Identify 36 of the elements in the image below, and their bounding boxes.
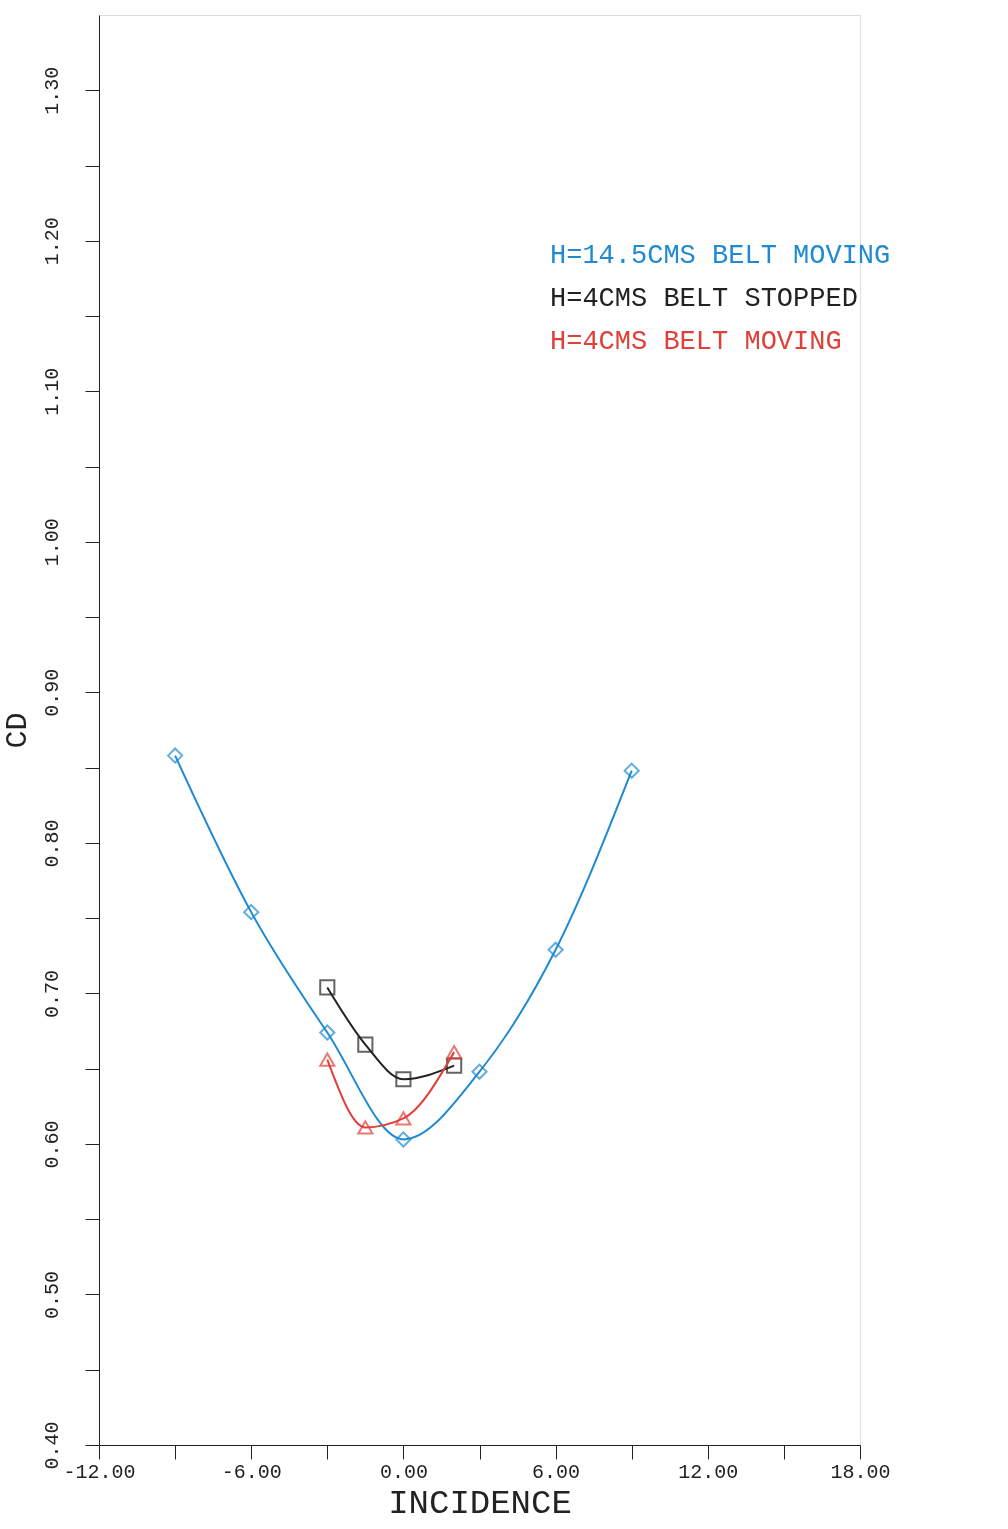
point [395,1131,412,1148]
point [395,1071,412,1088]
x-tick-label: -6.00 [221,1460,282,1484]
text: H=4CMS BELT MOVING [550,327,842,357]
x-tick-label: 0.00 [379,1460,428,1484]
point [357,1036,374,1053]
y-tick-label: 1.10 [40,367,64,416]
y-tick-label: 0.50 [40,1270,64,1319]
x-axis-title: INCIDENCE [388,1484,572,1523]
point [319,1024,336,1041]
text: H=14.5CMS BELT MOVING [550,241,891,271]
point [623,762,640,779]
point [167,747,184,764]
point [319,1052,336,1067]
point [471,1063,488,1080]
y-tick-label: 0.40 [40,1421,64,1470]
point [395,1111,412,1126]
x-tick-label: 18.00 [830,1460,891,1484]
point [243,904,260,921]
y-tick-label: 0.90 [40,668,64,717]
x-tick-label: -12.00 [63,1460,136,1484]
y-tick-label: 1.30 [40,66,64,115]
point [446,1045,463,1060]
y-tick-label: 0.60 [40,1120,64,1169]
point [446,1057,463,1074]
y-axis-title: CD [0,712,35,749]
text: H=4CMS BELT STOPPED [550,284,858,314]
y-tick-label: 0.70 [40,969,64,1018]
point [319,979,336,996]
y-tick-label: 1.20 [40,217,64,266]
point [547,941,564,958]
x-tick-label: 12.00 [678,1460,739,1484]
point [357,1120,374,1135]
x-tick-label: 6.00 [532,1460,581,1484]
y-tick-label: 1.00 [40,518,64,567]
y-tick-label: 0.80 [40,819,64,868]
